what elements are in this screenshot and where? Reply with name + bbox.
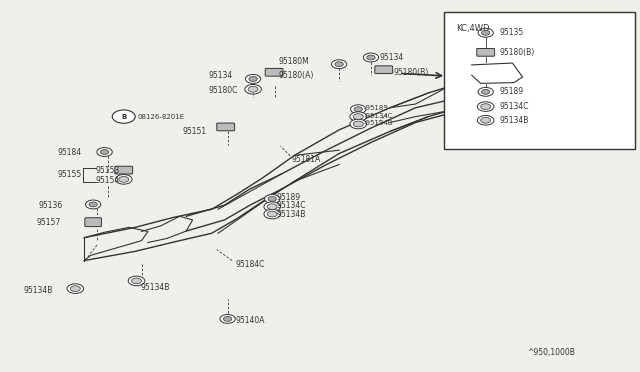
Text: 95140A: 95140A (236, 315, 266, 324)
Text: 95180(A): 95180(A) (278, 71, 314, 80)
Circle shape (100, 150, 109, 154)
FancyBboxPatch shape (375, 66, 393, 74)
Text: 95134C: 95134C (500, 102, 529, 111)
Text: -95134B: -95134B (364, 120, 393, 126)
Text: ^950,1000B: ^950,1000B (527, 347, 575, 357)
Text: 95134B: 95134B (276, 209, 306, 219)
Text: 95134: 95134 (209, 71, 233, 80)
Circle shape (264, 195, 280, 203)
Circle shape (223, 317, 232, 321)
Circle shape (245, 84, 261, 94)
Text: KC,4WD: KC,4WD (456, 23, 489, 32)
Circle shape (332, 60, 347, 68)
Text: 95154: 95154 (96, 176, 120, 185)
Text: 95184C: 95184C (236, 260, 265, 269)
FancyBboxPatch shape (115, 166, 132, 174)
Text: 95134C: 95134C (276, 201, 306, 211)
Circle shape (248, 86, 258, 92)
Circle shape (115, 174, 132, 184)
Circle shape (478, 28, 493, 37)
Circle shape (364, 53, 379, 62)
Circle shape (351, 105, 366, 113)
Text: 95135: 95135 (500, 28, 524, 37)
Text: 95180M: 95180M (278, 57, 309, 66)
Text: 95180C: 95180C (209, 86, 238, 94)
Text: -95134C: -95134C (364, 113, 393, 119)
Circle shape (367, 55, 375, 60)
Text: -95189: -95189 (364, 106, 388, 112)
Circle shape (350, 119, 367, 129)
Text: 95153: 95153 (96, 166, 120, 174)
Text: 95134: 95134 (380, 53, 403, 62)
Text: 95134B: 95134B (24, 286, 53, 295)
Circle shape (220, 314, 236, 323)
Circle shape (89, 202, 97, 207)
Circle shape (353, 114, 364, 119)
Circle shape (119, 176, 129, 182)
Circle shape (86, 200, 100, 209)
Circle shape (268, 211, 277, 217)
FancyBboxPatch shape (217, 123, 235, 131)
Text: 95155: 95155 (58, 170, 82, 179)
Circle shape (70, 286, 80, 292)
Circle shape (481, 31, 490, 35)
Circle shape (67, 284, 84, 294)
Text: 95134B: 95134B (500, 116, 529, 125)
Circle shape (481, 89, 490, 94)
FancyBboxPatch shape (477, 48, 495, 56)
Text: 95136: 95136 (38, 201, 63, 210)
Circle shape (353, 121, 364, 127)
Text: 95180(B): 95180(B) (500, 48, 535, 57)
Circle shape (354, 107, 362, 112)
Circle shape (264, 202, 280, 211)
Bar (444, 13, 636, 149)
Circle shape (350, 112, 367, 121)
Circle shape (249, 77, 257, 81)
Text: 95180(B): 95180(B) (394, 68, 429, 77)
Circle shape (481, 104, 491, 109)
Circle shape (246, 74, 260, 83)
Circle shape (128, 276, 145, 286)
Circle shape (268, 196, 276, 201)
Circle shape (264, 209, 280, 219)
Text: 95184: 95184 (58, 148, 81, 157)
Circle shape (477, 102, 494, 112)
Circle shape (131, 278, 141, 284)
Text: 95134B: 95134B (140, 283, 170, 292)
Circle shape (268, 204, 277, 209)
Circle shape (478, 87, 493, 96)
Text: 08126-8201E: 08126-8201E (138, 113, 185, 119)
Text: B: B (121, 113, 126, 119)
Circle shape (477, 115, 494, 125)
Text: 95189: 95189 (276, 193, 301, 202)
FancyBboxPatch shape (85, 218, 101, 227)
Circle shape (335, 62, 343, 67)
Text: 95189: 95189 (500, 87, 524, 96)
Text: 95181A: 95181A (291, 155, 321, 164)
Circle shape (481, 118, 491, 123)
Text: 95151: 95151 (183, 127, 207, 136)
FancyBboxPatch shape (265, 68, 283, 76)
Circle shape (112, 110, 135, 123)
Text: 95157: 95157 (36, 218, 61, 227)
Circle shape (97, 148, 112, 157)
